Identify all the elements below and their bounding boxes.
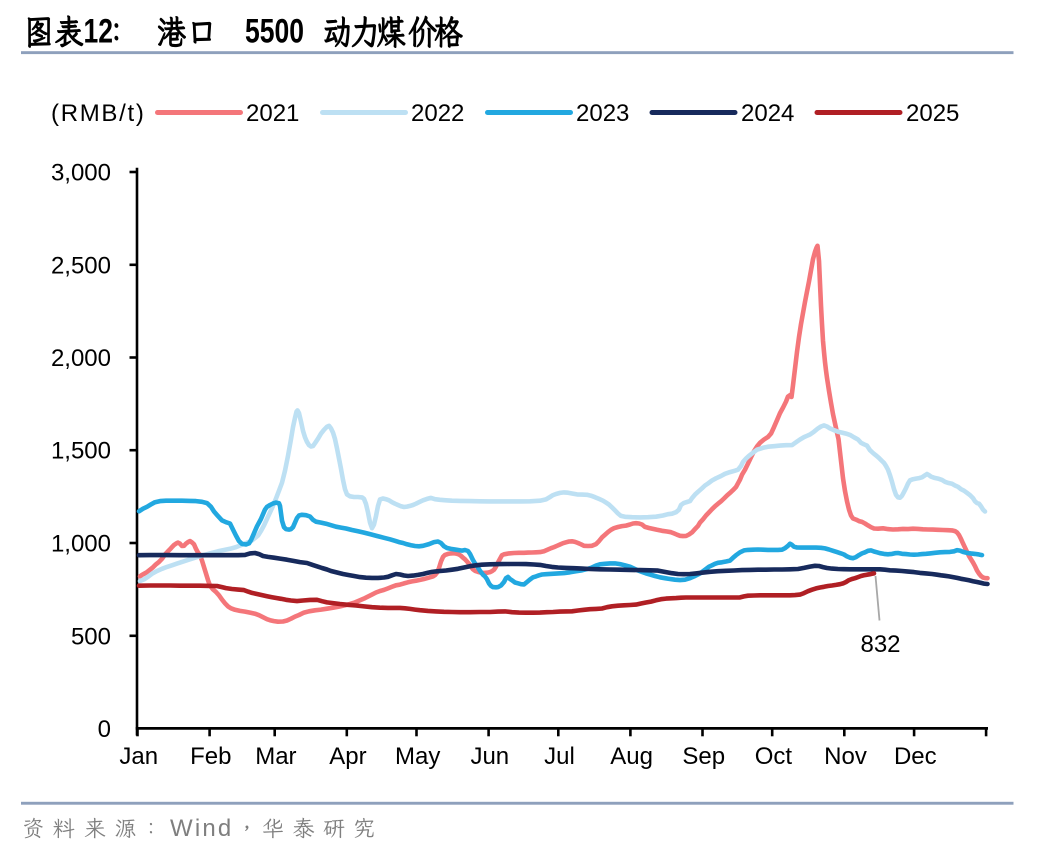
svg-text:1,000: 1,000: [51, 531, 111, 558]
svg-text:2,500: 2,500: [51, 252, 111, 279]
svg-text:Wind: Wind: [170, 815, 233, 842]
svg-text:Nov: Nov: [824, 743, 867, 770]
svg-text:12: 12: [84, 12, 114, 50]
svg-text:Jan: Jan: [119, 743, 158, 770]
svg-text:Oct: Oct: [755, 743, 793, 770]
svg-text:Aug: Aug: [610, 743, 653, 770]
svg-text:Apr: Apr: [329, 743, 366, 770]
svg-text:Dec: Dec: [894, 743, 937, 770]
svg-text:Sep: Sep: [682, 743, 725, 770]
svg-text:2,000: 2,000: [51, 345, 111, 372]
svg-text:0: 0: [98, 716, 111, 743]
svg-text:Jun: Jun: [470, 743, 509, 770]
svg-text:1,500: 1,500: [51, 438, 111, 465]
svg-text:5500: 5500: [245, 12, 304, 50]
svg-text:2021: 2021: [246, 100, 299, 127]
svg-text:May: May: [395, 743, 440, 770]
svg-text:3,000: 3,000: [51, 160, 111, 187]
svg-text:(RMB/t): (RMB/t): [51, 100, 146, 127]
svg-text:2025: 2025: [906, 100, 959, 127]
svg-text:2023: 2023: [576, 100, 629, 127]
svg-text:2024: 2024: [741, 100, 794, 127]
svg-text:832: 832: [860, 631, 900, 658]
svg-text:500: 500: [71, 623, 111, 650]
svg-text:Mar: Mar: [255, 743, 296, 770]
svg-text:2022: 2022: [411, 100, 464, 127]
svg-text:Jul: Jul: [544, 743, 575, 770]
svg-text:Feb: Feb: [190, 743, 231, 770]
